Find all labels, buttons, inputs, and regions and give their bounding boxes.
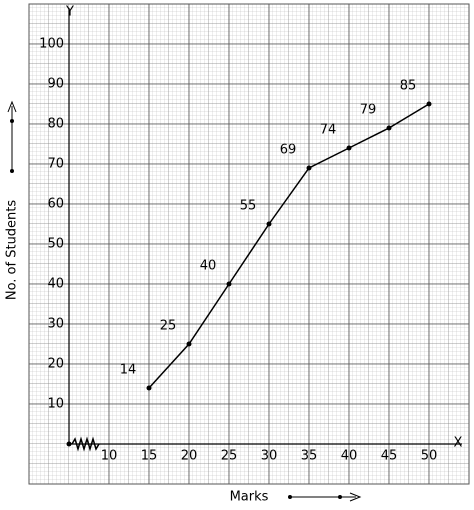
x-tick-label: 20: [181, 449, 198, 464]
y-tick-label: 100: [39, 37, 64, 52]
y-arrow: [7, 100, 17, 173]
y-tick-label: 50: [47, 237, 64, 252]
y-tick-label: 60: [47, 197, 64, 212]
x-tick-label: 10: [101, 449, 118, 464]
x-axis-label: Marks: [230, 490, 269, 505]
grid: [29, 4, 469, 484]
x-arrow: [288, 492, 362, 502]
y-tick-label: 30: [47, 317, 64, 332]
y-tick-label: 70: [47, 157, 64, 172]
origin: [66, 441, 72, 447]
point: [186, 341, 192, 347]
y-tick-label: 10: [47, 397, 64, 412]
data-label: 79: [360, 103, 377, 118]
y-tick-label: 40: [47, 277, 64, 292]
x-tick-label: 40: [341, 449, 358, 464]
x-tick-label: 30: [261, 449, 278, 464]
y-tick-label: 80: [47, 117, 64, 132]
y-tick-label: 20: [47, 357, 64, 372]
point: [146, 385, 152, 391]
x-tick-label: 50: [421, 449, 438, 464]
point: [386, 125, 392, 131]
data-label: 55: [240, 199, 257, 214]
data-label: 69: [280, 143, 297, 158]
line: [148, 103, 430, 389]
y-tick-label: 90: [47, 77, 64, 92]
y-axis-name: Y: [65, 5, 74, 20]
point: [346, 145, 352, 151]
point: [226, 281, 232, 287]
x-tick-label: 15: [141, 449, 158, 464]
data-label: 14: [120, 363, 137, 378]
data-label: 85: [400, 79, 417, 94]
x-axis-name: X: [454, 436, 463, 451]
point: [266, 221, 272, 227]
y-axis-label: No. of Students: [5, 200, 20, 301]
data-label: 40: [200, 259, 217, 274]
x-tick-label: 25: [221, 449, 238, 464]
x-tick-label: 35: [301, 449, 318, 464]
point: [426, 101, 432, 107]
data-label: 25: [160, 319, 177, 334]
point: [306, 165, 312, 171]
axis-break: [71, 436, 100, 452]
data-label: 74: [320, 123, 337, 138]
x-tick-label: 45: [381, 449, 398, 464]
